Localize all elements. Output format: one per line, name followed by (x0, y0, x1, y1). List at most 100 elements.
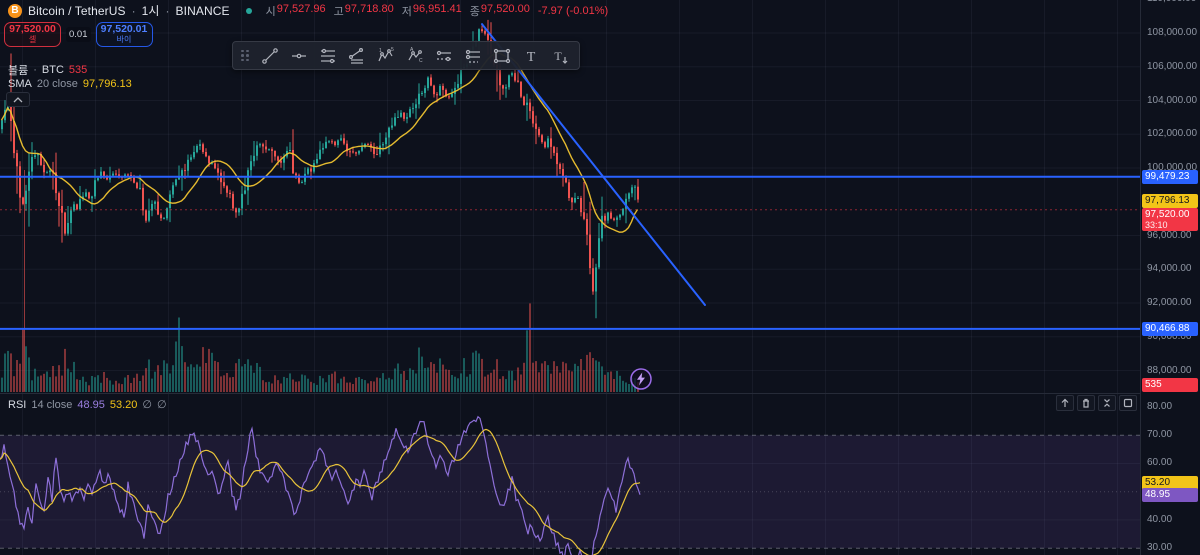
svg-text:5: 5 (391, 47, 394, 53)
volume-value: 535 (68, 64, 88, 76)
price-tick-label: 108,000.00 (1147, 27, 1198, 38)
separator-dot: · (131, 3, 136, 18)
rsi-empty-2: ∅ (156, 399, 167, 411)
purple-rsi-label: 48.95 (1142, 487, 1198, 502)
ohlc-readout: 시 97,527.96 고 97,718.80 저 96,951.41 종 97,520… (266, 3, 609, 19)
pane-divider[interactable] (0, 393, 1200, 394)
sell-label: 셀 (28, 35, 37, 44)
svg-text:T: T (554, 49, 562, 63)
low-label: 저 (401, 5, 412, 18)
volume-bars (1, 303, 639, 392)
market-status-dot[interactable] (245, 7, 252, 14)
rsi-tick-label: 30.00 (1147, 542, 1173, 554)
svg-text:1: 1 (379, 48, 382, 54)
rsi-pane-controls (1056, 395, 1137, 411)
price-tick-label: 110,000.00 (1147, 0, 1196, 5)
rsi-line (0, 415, 641, 555)
buy-label: 바이 (116, 35, 132, 44)
rsi-tick-label: 80.00 (1147, 401, 1173, 412)
price-tick-label: 96,000.00 (1147, 229, 1192, 241)
price-tick-label: 94,000.00 (1147, 263, 1192, 275)
red-price-label: 535 (1142, 378, 1198, 392)
sma-value: 97,796.13 (82, 78, 132, 90)
close-value: 97,520.00 (480, 2, 530, 15)
sma-params: 20 close (36, 78, 78, 90)
low-value: 96,951.41 (412, 2, 462, 15)
price-tick-label: 106,000.00 (1147, 60, 1198, 72)
buy-button[interactable]: 97,520.01 바이 (95, 22, 153, 47)
blue-price-label: 99,479.23 (1142, 169, 1198, 184)
trend-based-fib-extension-tool-icon[interactable] (343, 43, 370, 68)
price-tick-label: 88,000.00 (1147, 364, 1192, 376)
main-chart[interactable] (0, 0, 1140, 555)
volume-symbol: BTC (41, 64, 64, 76)
separator-dot: · (165, 3, 170, 18)
move-pane-up-button[interactable] (1056, 395, 1074, 411)
horizontal-line-tool-icon[interactable] (285, 43, 312, 68)
rsi-tick-label: 70.00 (1147, 429, 1173, 441)
rsi-title: RSI (8, 398, 27, 411)
rsi-ma-value: 53.20 (109, 398, 138, 411)
delete-pane-button[interactable] (1077, 395, 1095, 411)
rsi-empty-1: ∅ (142, 399, 152, 411)
price-tick-label: 92,000.00 (1147, 297, 1192, 308)
maximize-pane-button[interactable] (1119, 395, 1137, 411)
rsi-ma-line (0, 428, 641, 555)
rectangle-tool-icon[interactable] (488, 43, 515, 68)
anchored-text-tool-icon[interactable]: T (546, 43, 573, 68)
open-value: 97,527.96 (276, 2, 326, 15)
symbol-title[interactable]: Bitcoin / TetherUS (28, 3, 126, 18)
collapse-legend-button[interactable] (6, 92, 30, 107)
fib-channel-tool-icon[interactable] (459, 43, 486, 68)
sell-button[interactable]: 97,520.00 셀 (4, 22, 61, 47)
close-label: 종 (469, 5, 480, 18)
bitcoin-logo-icon: B (8, 3, 22, 18)
high-value: 97,718.80 (344, 2, 394, 15)
collapse-pane-button[interactable] (1098, 395, 1116, 411)
price-tick-label: 90,000.00 (1147, 330, 1192, 342)
rsi-band (0, 434, 1140, 549)
yellow-price-label: 97,796.13 (1142, 194, 1198, 209)
price-tick-label: 102,000.00 (1147, 128, 1198, 140)
chevron-up-icon (13, 96, 23, 102)
svg-text:T: T (526, 50, 535, 65)
price-tick-label: 100,000.00 (1147, 162, 1198, 173)
symbol-header: B Bitcoin / TetherUS · 1시 · BINANCE 시 97,… (0, 0, 608, 21)
lightning-icon (630, 368, 652, 390)
sma-title: SMA (8, 78, 32, 90)
sma-legend[interactable]: SMA 20 close 97,796.13 (8, 78, 132, 90)
pattern-lines-tool-icon[interactable] (430, 43, 457, 68)
text-tool-icon[interactable]: T (517, 43, 544, 68)
toolbar-drag-handle[interactable] (239, 47, 251, 65)
fib-retracement-tool-icon[interactable] (314, 43, 341, 68)
separator-dot: · (33, 64, 37, 76)
trend-line-tool-icon[interactable] (256, 43, 283, 68)
trend-line[interactable] (481, 23, 706, 306)
rsi-value: 48.95 (77, 398, 105, 411)
volume-title: 볼륨 (8, 65, 29, 77)
interval-button[interactable]: 1시 (141, 4, 160, 18)
svg-text:C: C (419, 58, 423, 64)
svg-text:A: A (410, 47, 414, 53)
instant-trading-lightning-button[interactable] (628, 366, 654, 392)
price-tick-label: 104,000.00 (1147, 94, 1198, 106)
high-label: 고 (333, 5, 344, 18)
spread-value: 0.01 (66, 27, 91, 42)
open-label: 시 (265, 5, 276, 18)
rsi-params: 14 close (31, 398, 73, 411)
rsi-legend[interactable]: RSI 14 close 48.95 53.20 ∅ ∅ (8, 398, 167, 412)
exchange-label[interactable]: BINANCE (175, 3, 230, 18)
price-axis[interactable]: 110,000.00 108,000.00 106,000.00 104,000.00… (1140, 0, 1200, 555)
red-price-label: 97,520.00 33:10 (1142, 207, 1198, 231)
blue-price-label: 90,466.88 (1142, 321, 1198, 336)
buy-price: 97,520.01 (100, 23, 148, 35)
sell-price: 97,520.00 (9, 23, 56, 35)
yellow-rsi-label: 53.20 (1142, 475, 1198, 490)
volume-legend[interactable]: 볼륨 · BTC 535 (8, 62, 87, 78)
rsi-tick-label: 40.00 (1147, 513, 1173, 525)
rsi-tick-label: 60.00 (1147, 457, 1173, 469)
